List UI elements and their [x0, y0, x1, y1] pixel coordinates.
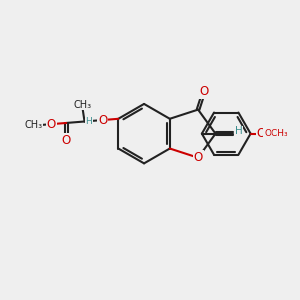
- Text: OCH₃: OCH₃: [265, 129, 288, 138]
- Text: O: O: [200, 85, 209, 98]
- Text: H: H: [85, 117, 92, 126]
- Text: CH₃: CH₃: [25, 120, 43, 130]
- Text: H: H: [235, 126, 242, 136]
- Text: OCH₃: OCH₃: [264, 129, 289, 139]
- Text: O: O: [61, 134, 71, 147]
- Text: O: O: [47, 118, 56, 130]
- Text: O: O: [256, 127, 266, 140]
- Text: CH₃: CH₃: [73, 100, 91, 110]
- Text: O: O: [98, 113, 107, 127]
- Text: O: O: [194, 151, 203, 164]
